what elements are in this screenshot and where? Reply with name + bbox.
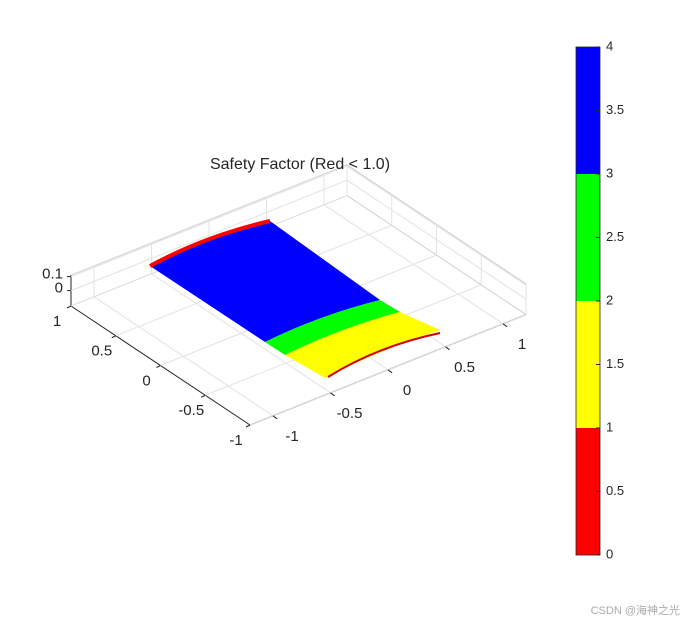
colorbar-tick-label: 2 — [606, 292, 613, 307]
z-tick-label: 0.1 — [42, 266, 63, 283]
colorbar-tick-label: 2.5 — [606, 229, 624, 244]
surface-region-blue — [150, 221, 380, 342]
y-tick-label: 0 — [142, 372, 150, 389]
watermark: CSDN @海神之光 — [591, 603, 680, 617]
chart-title: Safety Factor (Red < 1.0) — [210, 156, 390, 173]
y-tick-mark — [156, 365, 161, 368]
surface — [149, 219, 441, 378]
colorbar-tick-label: 0 — [606, 546, 613, 561]
colorbar-tick-label: 3 — [606, 165, 613, 180]
y-tick-label: 0.5 — [91, 343, 112, 360]
y-tick-mark — [66, 305, 72, 309]
red-contour — [327, 332, 441, 378]
colorbar: 0 0.5 1 1.5 2 2.5 3 3.5 4 — [575, 38, 624, 561]
surface-region-green — [265, 300, 400, 355]
x-tick-mark — [387, 369, 393, 374]
red-edge — [149, 219, 271, 268]
y-tick-mark — [201, 394, 206, 398]
x-tick-mark — [272, 415, 278, 420]
x-tick-label: -0.5 — [337, 405, 363, 422]
x-tick-label: 0.5 — [454, 359, 475, 376]
x-tick-label: 0 — [403, 382, 411, 399]
x-tick-mark — [445, 346, 450, 351]
colorbar-tick-label: 0.5 — [606, 483, 624, 498]
colorbar-tick-label: 4 — [606, 38, 613, 53]
y-tick-label: -0.5 — [178, 402, 204, 419]
x-tick-label: 1 — [518, 336, 526, 353]
colorbar-tick-label: 3.5 — [606, 102, 624, 117]
y-tick-label: 1 — [53, 313, 61, 330]
grid-line — [346, 179, 527, 300]
surface-region-yellow — [285, 312, 440, 378]
box-edge — [346, 164, 527, 285]
y-tick-mark — [111, 335, 116, 339]
colorbar-tick-label: 1 — [606, 419, 613, 434]
x-tick-mark — [330, 392, 335, 397]
grid-line — [70, 165, 348, 278]
y-tick-mark — [245, 424, 251, 428]
colorbar-tick-label: 1.5 — [606, 356, 624, 371]
x-tick-label: -1 — [285, 428, 298, 445]
z-tick-label: 0 — [55, 280, 63, 297]
x-tick-mark — [502, 323, 508, 328]
grid-line — [346, 165, 527, 286]
grid-line — [70, 179, 348, 292]
y-tick-label: -1 — [229, 432, 242, 449]
